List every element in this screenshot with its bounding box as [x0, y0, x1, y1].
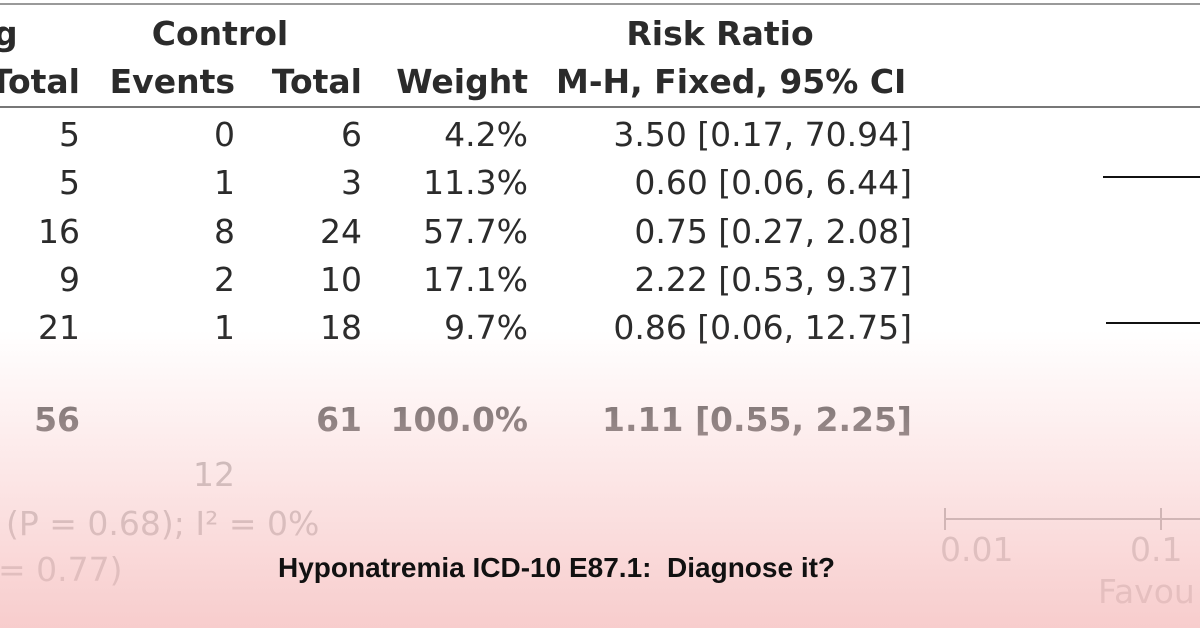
summary-total-left: 56 — [34, 400, 80, 439]
cell-total: 6 — [341, 115, 362, 154]
cell-total-left: 5 — [59, 115, 80, 154]
cell-total-left: 21 — [38, 308, 80, 347]
cell-total: 24 — [320, 212, 362, 251]
overall-effect-text: = 0.77) — [0, 550, 123, 589]
cell-weight: 17.1% — [423, 260, 528, 299]
summary-ci: 1.11 [0.55, 2.25] — [602, 400, 912, 439]
axis-tick-label: 0.1 — [1130, 530, 1183, 569]
group-header-risk-ratio: Risk Ratio — [626, 14, 814, 53]
top-rule — [0, 3, 1200, 5]
axis-tick — [944, 508, 946, 530]
cell-weight: 9.7% — [444, 308, 528, 347]
cell-weight: 4.2% — [444, 115, 528, 154]
group-header-left-fragment: g — [0, 14, 18, 53]
col-header-events: Events — [109, 62, 235, 101]
col-header-total-left: Total — [0, 62, 80, 101]
cell-events: 0 — [214, 115, 235, 154]
favours-label: Favou — [1098, 572, 1195, 611]
cell-total-left: 9 — [59, 260, 80, 299]
cell-weight: 57.7% — [423, 212, 528, 251]
cell-total: 18 — [320, 308, 362, 347]
cell-weight: 11.3% — [423, 163, 528, 202]
cell-events: 1 — [214, 308, 235, 347]
cell-events: 8 — [214, 212, 235, 251]
group-header-control: Control — [151, 14, 289, 53]
cell-events: 1 — [214, 163, 235, 202]
ci-line — [1106, 322, 1200, 324]
summary-weight: 100.0% — [390, 400, 528, 439]
cell-ci: 2.22 [0.53, 9.37] — [634, 260, 912, 299]
summary-total: 61 — [316, 400, 362, 439]
ci-line — [1103, 176, 1200, 178]
heterogeneity-text: (P = 0.68); I² = 0% — [6, 504, 320, 543]
axis-tick-label: 0.01 — [940, 530, 1014, 569]
axis-tick — [1160, 508, 1162, 530]
cell-total: 3 — [341, 163, 362, 202]
cell-ci: 0.86 [0.06, 12.75] — [613, 308, 912, 347]
cell-total-left: 5 — [59, 163, 80, 202]
header-rule — [0, 106, 1200, 108]
cell-total: 10 — [320, 260, 362, 299]
col-header-weight: Weight — [396, 62, 528, 101]
cell-total-left: 16 — [38, 212, 80, 251]
total-events: 12 — [193, 455, 235, 494]
cell-events: 2 — [214, 260, 235, 299]
caption-title: Hyponatremia ICD-10 E87.1: Diagnose it? — [278, 552, 836, 583]
cell-ci: 0.60 [0.06, 6.44] — [634, 163, 912, 202]
cell-ci: 3.50 [0.17, 70.94] — [613, 115, 912, 154]
col-header-total: Total — [271, 62, 362, 101]
cell-ci: 0.75 [0.27, 2.08] — [634, 212, 912, 251]
col-header-method: M-H, Fixed, 95% CI — [556, 62, 907, 101]
